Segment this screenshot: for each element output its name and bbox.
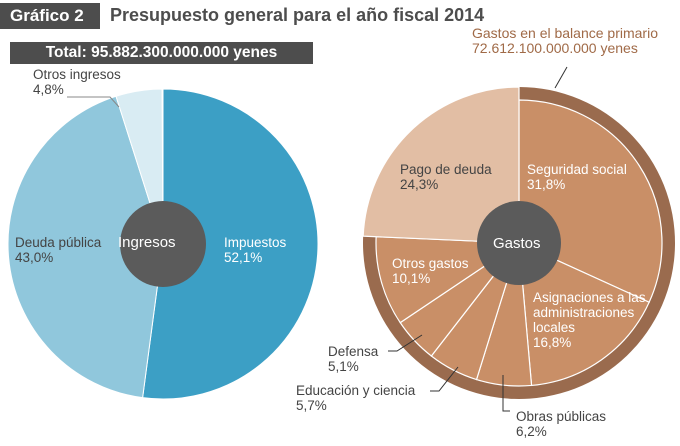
label-ring: Gastos en el balance primario 72.612.100.… bbox=[472, 25, 658, 56]
expense-pie bbox=[362, 86, 675, 399]
leader-lines bbox=[67, 66, 568, 412]
label-impuestos: Impuestos 52,1% bbox=[224, 235, 287, 265]
label-obras: Obras públicas 6,2% bbox=[516, 409, 607, 439]
leader-otros-ingresos bbox=[67, 96, 120, 108]
slice-impuestos bbox=[142, 88, 319, 400]
leader-educacion bbox=[430, 366, 459, 392]
chart-badge: Gráfico 2 bbox=[0, 3, 100, 29]
label-defensa: Defensa 5,1% bbox=[328, 344, 379, 374]
label-asignaciones: Asignaciones a las administraciones loca… bbox=[533, 290, 646, 350]
income-pie bbox=[7, 88, 319, 400]
total-label: Total: 95.882.300.000.000 yenes bbox=[10, 42, 313, 64]
label-gastos: Gastos bbox=[493, 235, 541, 252]
label-pago-deuda: Pago de deuda 24,3% bbox=[400, 162, 492, 192]
label-seguridad-social: Seguridad social 31,8% bbox=[527, 162, 627, 192]
chart-title: Presupuesto general para el año fiscal 2… bbox=[110, 5, 485, 25]
label-deuda-publica: Deuda pública 43,0% bbox=[15, 235, 102, 265]
leader-obras bbox=[502, 375, 510, 412]
center-circle bbox=[477, 201, 561, 285]
label-otros-ingresos: Otros ingresos 4,8% bbox=[33, 67, 121, 97]
leader-defensa bbox=[388, 334, 423, 352]
slice-asignaciones-a-las-administraciones-locales bbox=[518, 242, 650, 387]
leader-ring bbox=[554, 66, 568, 89]
center-circle bbox=[120, 201, 206, 287]
slice-pago-de-deuda bbox=[362, 86, 520, 244]
label-educacion: Educación y ciencia 5,7% bbox=[296, 383, 416, 413]
label-ingresos: Ingresos bbox=[118, 234, 176, 251]
label-otros-gastos: Otros gastos 10,1% bbox=[392, 256, 469, 286]
slice-deuda-publica bbox=[7, 95, 164, 399]
